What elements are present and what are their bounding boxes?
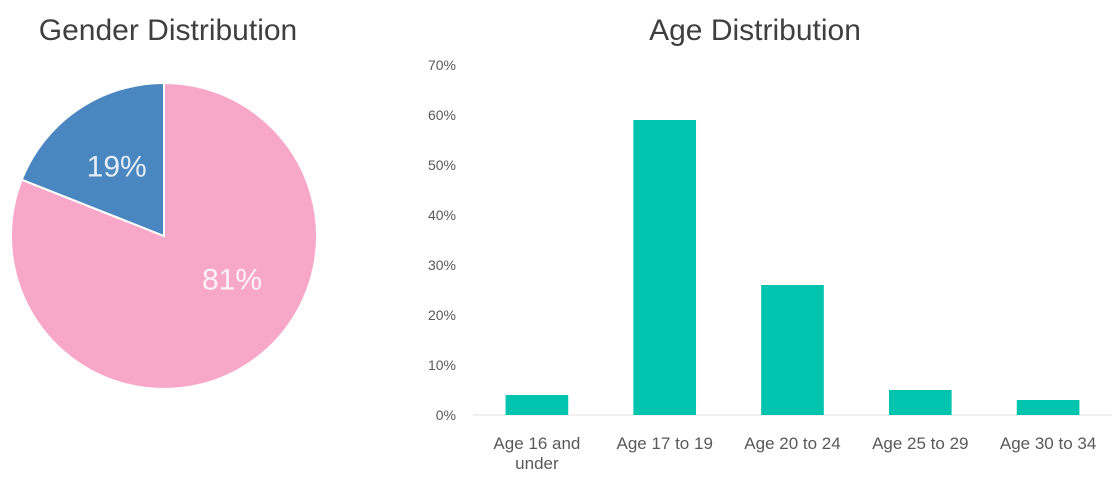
bar <box>888 390 952 415</box>
pie-slice-label: 19% <box>87 150 147 183</box>
y-tick-label: 20% <box>428 307 456 323</box>
y-tick-label: 40% <box>428 207 456 223</box>
x-category-label: Age 20 to 24 <box>744 434 840 453</box>
y-tick-label: 0% <box>436 407 456 423</box>
y-tick-label: 60% <box>428 107 456 123</box>
age-bar-chart: Age Distribution 0% 10% 20% 30% 40% 50% 60% 70%… <box>428 14 1112 473</box>
x-category-label: Age 25 to 29 <box>872 434 968 453</box>
x-category-label: Age 30 to 34 <box>1000 434 1096 453</box>
pie-slice-label: 81% <box>202 263 262 296</box>
bar <box>505 395 569 415</box>
pie-chart-title: Gender Distribution <box>39 14 297 47</box>
y-tick-label: 10% <box>428 357 456 373</box>
bars <box>505 120 1080 415</box>
y-tick-label: 70% <box>428 57 456 73</box>
bar-chart-title: Age Distribution <box>649 14 861 47</box>
x-category-label: Age 16 and under <box>493 434 580 473</box>
pie-slice <box>20 81 165 238</box>
y-tick-label: 50% <box>428 157 456 173</box>
pie-labels: 81% 19% <box>87 150 262 296</box>
x-category-label: Age 17 to 19 <box>616 434 712 453</box>
gender-pie-chart: Gender Distribution 81% 19% <box>10 14 318 390</box>
pie-slices <box>10 81 318 390</box>
bar <box>1016 400 1080 415</box>
y-axis-ticks: 0% 10% 20% 30% 40% 50% 60% 70% <box>428 57 456 423</box>
bar <box>633 120 697 415</box>
x-axis-labels: Age 16 and under Age 17 to 19 Age 20 to 24 A… <box>493 434 1096 473</box>
bar <box>761 285 824 415</box>
y-tick-label: 30% <box>428 257 456 273</box>
